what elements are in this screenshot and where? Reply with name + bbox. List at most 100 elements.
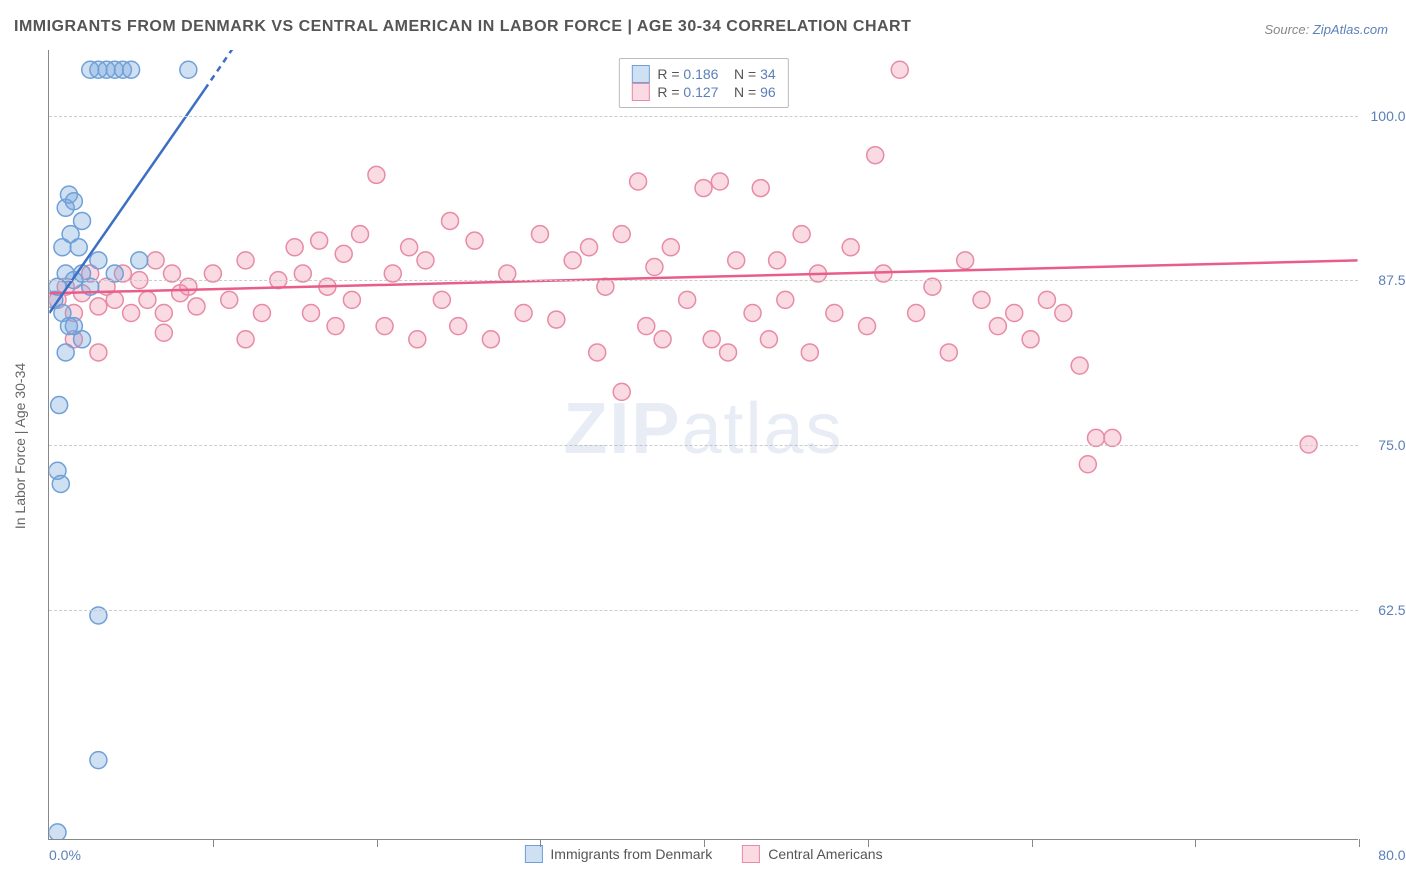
scatter-point xyxy=(155,324,172,341)
scatter-point xyxy=(662,239,679,256)
scatter-point xyxy=(335,245,352,262)
scatter-point xyxy=(793,226,810,243)
gridline-h xyxy=(49,610,1358,611)
bottom-swatch-1 xyxy=(524,845,542,863)
scatter-point xyxy=(70,239,87,256)
plot-area: ZIPatlas R = 0.186 N = 34 R = 0.127 N = … xyxy=(48,50,1358,840)
scatter-point xyxy=(90,252,107,269)
n-value-1: 34 xyxy=(760,66,776,82)
scatter-point xyxy=(482,331,499,348)
scatter-point xyxy=(703,331,720,348)
scatter-point xyxy=(801,344,818,361)
gridline-h xyxy=(49,116,1358,117)
bottom-legend: Immigrants from Denmark Central American… xyxy=(524,845,882,863)
legend-swatch-1 xyxy=(631,65,649,83)
scatter-point xyxy=(253,305,270,322)
scatter-point xyxy=(760,331,777,348)
source-link[interactable]: ZipAtlas.com xyxy=(1313,22,1388,37)
bottom-legend-label-1: Immigrants from Denmark xyxy=(550,846,712,862)
scatter-point xyxy=(1079,456,1096,473)
scatter-point xyxy=(409,331,426,348)
n-label-1: N = xyxy=(734,66,756,82)
source-prefix: Source: xyxy=(1264,22,1312,37)
scatter-point xyxy=(74,331,91,348)
gridline-h xyxy=(49,280,1358,281)
scatter-point xyxy=(327,318,344,335)
scatter-point xyxy=(237,252,254,269)
x-tick xyxy=(868,839,869,847)
x-tick-label-max: 80.0% xyxy=(1363,847,1406,863)
n-label-2: N = xyxy=(734,84,756,100)
scatter-point xyxy=(711,173,728,190)
bottom-legend-item-2: Central Americans xyxy=(742,845,882,863)
scatter-point xyxy=(891,61,908,78)
scatter-point xyxy=(957,252,974,269)
scatter-point xyxy=(188,298,205,315)
scatter-point xyxy=(343,291,360,308)
legend-text-2: R = 0.127 N = 96 xyxy=(657,84,775,100)
scatter-point xyxy=(646,258,663,275)
scatter-point xyxy=(49,824,66,841)
n-value-2: 96 xyxy=(760,84,776,100)
y-tick-label: 75.0% xyxy=(1363,437,1406,453)
scatter-point xyxy=(515,305,532,322)
scatter-point xyxy=(581,239,598,256)
scatter-point xyxy=(311,232,328,249)
scatter-point xyxy=(695,180,712,197)
r-label-1: R = xyxy=(657,66,679,82)
scatter-point xyxy=(466,232,483,249)
r-value-2: 0.127 xyxy=(683,84,718,100)
scatter-point xyxy=(1022,331,1039,348)
scatter-point xyxy=(139,291,156,308)
scatter-point xyxy=(744,305,761,322)
legend-row-1: R = 0.186 N = 34 xyxy=(631,65,775,83)
y-axis-label: In Labor Force | Age 30-34 xyxy=(12,363,28,529)
y-tick-label: 87.5% xyxy=(1363,272,1406,288)
scatter-point xyxy=(376,318,393,335)
scatter-point xyxy=(531,226,548,243)
scatter-point xyxy=(155,305,172,322)
r-value-1: 0.186 xyxy=(683,66,718,82)
bottom-swatch-2 xyxy=(742,845,760,863)
source-attribution: Source: ZipAtlas.com xyxy=(1264,22,1388,37)
scatter-point xyxy=(867,147,884,164)
scatter-point xyxy=(90,344,107,361)
scatter-point xyxy=(352,226,369,243)
x-tick xyxy=(1359,839,1360,847)
scatter-point xyxy=(548,311,565,328)
scatter-point xyxy=(417,252,434,269)
scatter-point xyxy=(147,252,164,269)
scatter-point xyxy=(769,252,786,269)
y-tick-label: 62.5% xyxy=(1363,602,1406,618)
scatter-point xyxy=(368,166,385,183)
scatter-point xyxy=(720,344,737,361)
scatter-point xyxy=(826,305,843,322)
scatter-point xyxy=(728,252,745,269)
x-tick xyxy=(704,839,705,847)
x-tick xyxy=(1195,839,1196,847)
legend-row-2: R = 0.127 N = 96 xyxy=(631,83,775,101)
correlation-legend: R = 0.186 N = 34 R = 0.127 N = 96 xyxy=(618,58,788,108)
scatter-point xyxy=(131,252,148,269)
scatter-point xyxy=(940,344,957,361)
x-tick xyxy=(1032,839,1033,847)
scatter-point xyxy=(1038,291,1055,308)
scatter-point xyxy=(123,61,140,78)
scatter-point xyxy=(638,318,655,335)
scatter-point xyxy=(613,226,630,243)
y-tick-label: 100.0% xyxy=(1363,108,1406,124)
legend-text-1: R = 0.186 N = 34 xyxy=(657,66,775,82)
scatter-point xyxy=(842,239,859,256)
scatter-point xyxy=(777,291,794,308)
bottom-legend-item-1: Immigrants from Denmark xyxy=(524,845,712,863)
scatter-point xyxy=(123,305,140,322)
scatter-point xyxy=(303,305,320,322)
scatter-point xyxy=(51,397,68,414)
r-label-2: R = xyxy=(657,84,679,100)
scatter-point xyxy=(450,318,467,335)
scatter-point xyxy=(679,291,696,308)
scatter-point xyxy=(180,61,197,78)
chart-title: IMMIGRANTS FROM DENMARK VS CENTRAL AMERI… xyxy=(14,18,911,36)
scatter-point xyxy=(752,180,769,197)
scatter-point xyxy=(630,173,647,190)
